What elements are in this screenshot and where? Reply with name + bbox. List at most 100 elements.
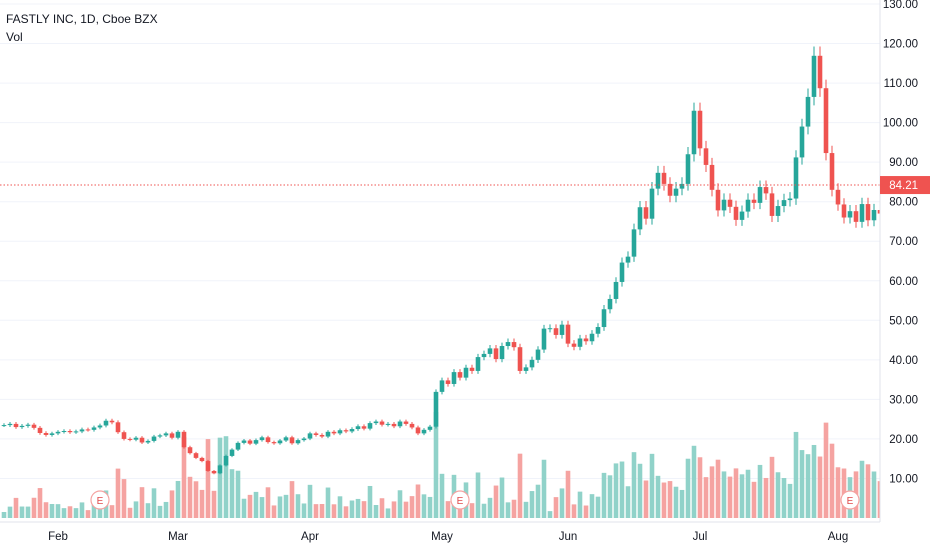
candle-body — [559, 324, 565, 335]
candle-body — [811, 55, 817, 97]
volume-bar — [709, 466, 715, 518]
candle-body — [679, 183, 685, 189]
candle-body — [349, 429, 355, 432]
volume-bar — [151, 488, 157, 518]
candle — [139, 436, 145, 444]
earnings-marker-label: E — [457, 496, 464, 507]
candle — [667, 177, 673, 203]
candle — [373, 419, 379, 426]
candle — [745, 193, 751, 218]
candle-body — [661, 172, 667, 184]
candle — [847, 205, 853, 224]
volume-bar — [577, 491, 583, 518]
volume-bar — [211, 490, 217, 518]
candle-body — [205, 461, 211, 471]
candle-body — [541, 328, 547, 350]
candle-body — [409, 423, 415, 428]
candle — [175, 430, 181, 440]
volume-bar — [427, 496, 433, 518]
candle-body — [175, 431, 181, 438]
candle — [349, 427, 355, 434]
volume-bar — [325, 487, 331, 518]
volume-bar — [223, 436, 229, 518]
candle — [733, 200, 739, 226]
candle — [127, 437, 133, 442]
candle — [31, 422, 37, 430]
candle-body — [1, 425, 7, 427]
volume-bar — [133, 501, 139, 518]
earnings-marker-circle — [90, 490, 110, 510]
volume-bar — [649, 453, 655, 518]
candle-body — [853, 211, 859, 222]
candle-body — [445, 380, 451, 384]
candle — [55, 430, 61, 436]
candle — [313, 431, 319, 437]
candle — [19, 424, 25, 429]
candle — [61, 429, 67, 434]
candle-body — [145, 440, 151, 443]
candle-body — [589, 333, 595, 342]
candle — [283, 435, 289, 443]
candle-body — [487, 348, 493, 354]
candle — [85, 427, 91, 432]
candle — [589, 330, 595, 345]
candle — [625, 251, 631, 268]
earnings-marker[interactable]: E — [90, 490, 110, 510]
candle-body — [187, 447, 193, 454]
candle-body — [301, 438, 307, 441]
candle — [7, 422, 13, 427]
volume-bar — [361, 501, 367, 518]
volume-bar — [259, 497, 265, 518]
volume-bar — [835, 467, 841, 518]
candle-body — [325, 431, 331, 437]
candle-body — [37, 427, 43, 433]
volume-indicator-label: Vol — [6, 30, 23, 44]
candle-body — [781, 200, 787, 207]
earnings-marker-circle — [450, 490, 470, 510]
earnings-marker[interactable]: E — [840, 490, 860, 510]
candle — [157, 433, 163, 439]
candle — [775, 199, 781, 222]
candle-body — [523, 367, 529, 371]
candle-body — [415, 427, 421, 434]
volume-bar — [517, 453, 523, 518]
time-axis[interactable]: FebMarAprMayJunJulAugSep — [0, 521, 932, 543]
time-tick-label: Apr — [301, 531, 319, 543]
candle-body — [739, 211, 745, 220]
candle-body — [157, 435, 163, 437]
candle — [787, 192, 793, 207]
candle — [385, 422, 391, 427]
candle — [397, 419, 403, 429]
candle — [181, 430, 187, 449]
candle — [823, 79, 829, 161]
candle — [535, 346, 541, 364]
earnings-marker[interactable]: E — [450, 490, 470, 510]
candle — [595, 323, 601, 338]
candle-body — [775, 206, 781, 216]
candle-body — [601, 309, 607, 328]
volume-bar — [727, 476, 733, 518]
candle-body — [151, 436, 157, 441]
candle-body — [433, 391, 439, 427]
candle — [661, 165, 667, 191]
candle — [307, 431, 313, 441]
candle — [337, 428, 343, 436]
volume-bar — [295, 494, 301, 518]
volume-bar — [7, 506, 13, 518]
candle — [871, 203, 877, 227]
candle-body — [685, 154, 691, 184]
candle — [799, 118, 805, 165]
volume-bar — [733, 468, 739, 518]
candle — [355, 424, 361, 431]
candle-body — [163, 433, 169, 436]
candle — [829, 145, 835, 197]
candle-body — [757, 187, 763, 203]
candle — [91, 425, 97, 432]
price-axis-background — [880, 0, 932, 550]
price-axis[interactable]: 10.00 20.00 30.00 40.00 50.00 60.00 70.00 80.00… — [879, 0, 932, 550]
candle — [703, 140, 709, 172]
volume-bar — [871, 471, 877, 518]
candle — [121, 430, 127, 441]
